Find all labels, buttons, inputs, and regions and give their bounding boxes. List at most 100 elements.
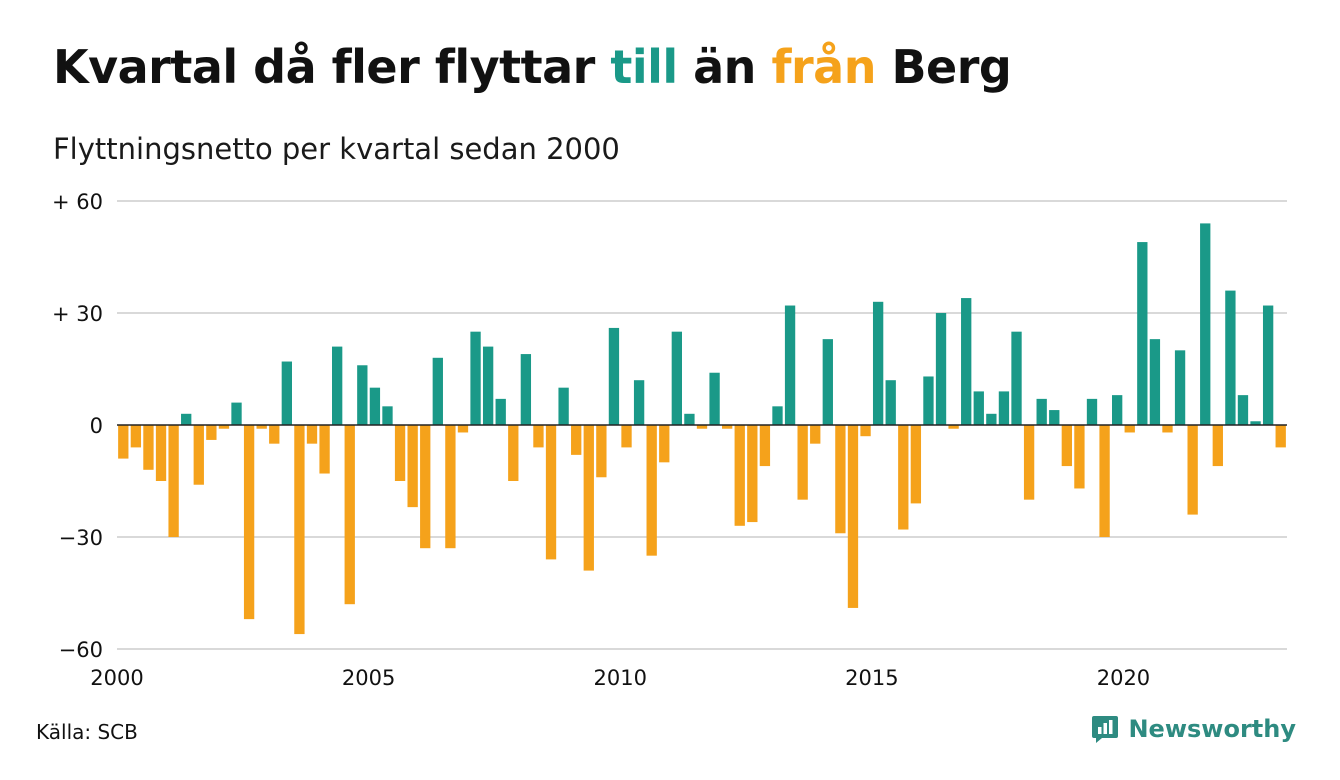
bar <box>130 425 142 448</box>
bar <box>885 380 896 425</box>
bar <box>747 425 758 523</box>
bar <box>633 380 645 425</box>
bar <box>520 354 532 425</box>
bar-chart: + 60 + 30 0 −30 −60 2000 2005 2010 2015 2020 <box>52 190 1287 690</box>
x-tick-labels: 2000 2005 2010 2015 2020 <box>90 666 1150 690</box>
bar <box>1074 425 1085 489</box>
title-part-2: än <box>677 40 772 94</box>
bar <box>1250 421 1261 425</box>
bar <box>1212 425 1223 467</box>
bar <box>294 425 305 635</box>
bar <box>1275 425 1286 448</box>
bar <box>1124 425 1135 433</box>
bar <box>596 425 607 478</box>
y-tick-label: + 60 <box>52 190 103 214</box>
bar <box>482 346 494 425</box>
bar <box>1049 410 1060 425</box>
bar <box>407 425 418 508</box>
x-tick-label: 2015 <box>845 666 898 690</box>
bar <box>269 425 280 444</box>
bar <box>571 425 582 455</box>
bar <box>608 327 620 425</box>
bar <box>533 425 544 448</box>
bar <box>1112 395 1123 425</box>
bar <box>784 305 796 425</box>
bar <box>508 425 519 481</box>
bar <box>696 425 708 429</box>
bar <box>1149 339 1161 425</box>
bar <box>948 425 959 429</box>
title-part-1: Kvartal då fler flyttar <box>53 40 611 94</box>
bar <box>935 313 947 425</box>
bar <box>835 425 846 534</box>
grid-lines <box>117 200 1287 650</box>
bar <box>155 425 167 481</box>
bar <box>583 425 594 571</box>
bar <box>709 372 720 425</box>
bar <box>1187 425 1198 515</box>
bars <box>118 223 1286 635</box>
bar <box>457 425 469 433</box>
bar <box>1200 223 1211 425</box>
bar <box>181 413 192 425</box>
bar <box>1023 425 1035 500</box>
bar <box>369 387 381 425</box>
bar <box>281 361 292 425</box>
bar <box>206 425 217 440</box>
title-highlight-fran: från <box>771 40 876 94</box>
chart-subtitle: Flyttningsnetto per kvartal sedan 2000 <box>53 132 620 166</box>
bar <box>822 339 833 425</box>
bar <box>797 425 808 500</box>
x-tick-label: 2020 <box>1097 666 1150 690</box>
bar <box>847 425 859 608</box>
bar <box>495 398 506 425</box>
x-tick-label: 2005 <box>342 666 395 690</box>
bar <box>1061 425 1072 467</box>
bar <box>961 298 972 425</box>
bar <box>998 391 1010 425</box>
bar <box>143 425 154 470</box>
bar <box>872 301 884 425</box>
title-part-3: Berg <box>875 40 1012 94</box>
bar <box>1036 398 1047 425</box>
bar <box>923 376 934 425</box>
bar <box>256 425 267 429</box>
bar <box>759 425 771 467</box>
y-tick-label: −60 <box>59 638 103 662</box>
source-label: Källa: SCB <box>36 720 138 744</box>
bar <box>1174 350 1186 425</box>
bar <box>432 357 443 425</box>
y-tick-labels: + 60 + 30 0 −30 −60 <box>52 190 103 662</box>
bar <box>671 331 682 425</box>
bar <box>1086 398 1098 425</box>
bar <box>722 425 733 429</box>
bar <box>1262 305 1274 425</box>
bar <box>332 346 343 425</box>
bar <box>684 413 695 425</box>
y-tick-label: −30 <box>59 526 103 550</box>
bar <box>357 365 368 425</box>
bar <box>218 425 230 429</box>
bar <box>1237 395 1249 425</box>
brand-name: Newsworthy <box>1128 715 1296 743</box>
bar <box>772 406 783 425</box>
bar <box>168 425 179 537</box>
bar <box>1137 242 1148 425</box>
bar <box>898 425 909 530</box>
bar <box>810 425 821 444</box>
bar <box>910 425 922 504</box>
bar <box>558 387 569 425</box>
bar <box>394 425 406 481</box>
brand: Newsworthy <box>1090 714 1296 744</box>
y-tick-label: + 30 <box>52 302 103 326</box>
bar <box>306 425 318 444</box>
bar <box>986 413 997 425</box>
bar <box>621 425 632 448</box>
bar <box>231 402 242 425</box>
x-tick-label: 2010 <box>593 666 646 690</box>
y-tick-label: 0 <box>90 414 103 438</box>
bar <box>344 425 355 605</box>
bar <box>1011 331 1022 425</box>
bar <box>470 331 481 425</box>
bar <box>118 425 129 459</box>
